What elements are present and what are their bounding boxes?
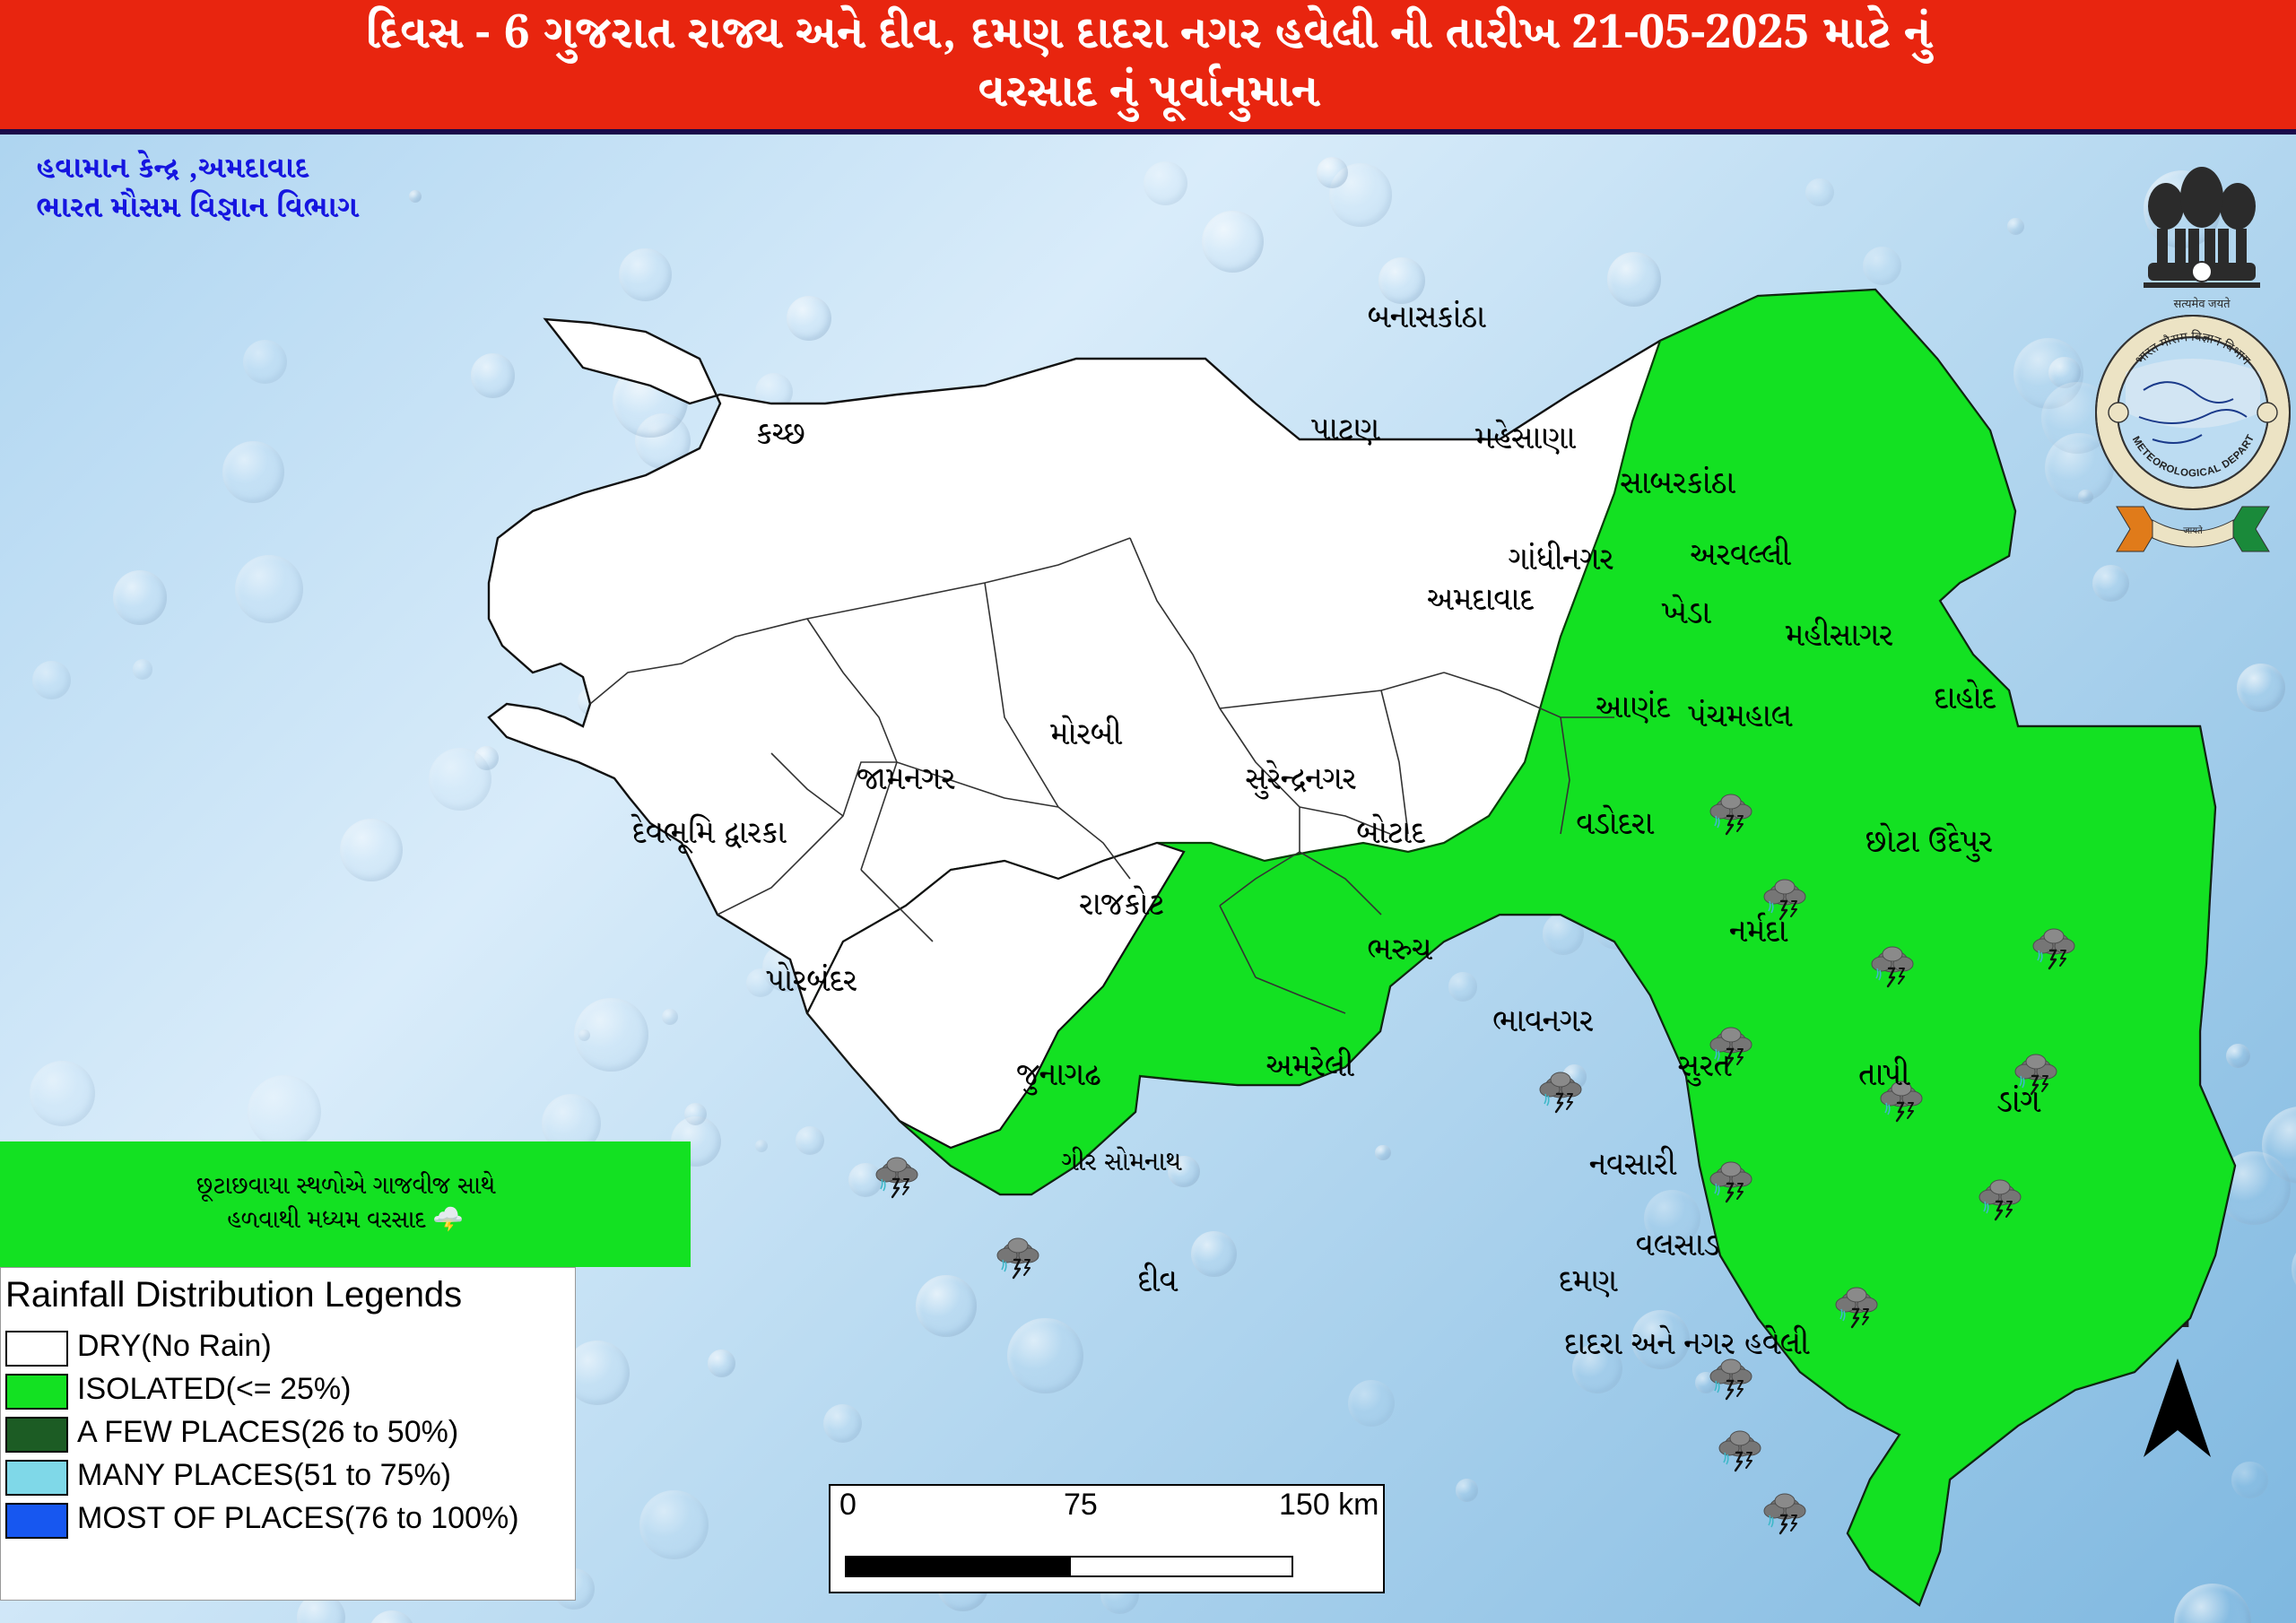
svg-text:કચ્છ: કચ્છ — [755, 412, 804, 459]
svg-text:સુરત: સુરત — [1678, 1045, 1733, 1091]
svg-text:જામનગર: જામનગર — [857, 758, 955, 804]
svg-text:બોટાદ: બોટાદ — [1356, 812, 1426, 858]
svg-text:તાપી: તાપી — [1857, 1054, 1910, 1100]
svg-text:અરવલ્લી: અરવલ્લી — [1690, 534, 1792, 580]
svg-text:વડોદરા: વડોદરા — [1576, 803, 1655, 849]
svg-text:દાહોદ: દાહોદ — [1934, 677, 1996, 724]
svg-text:રાજકોટ: રાજકોટ — [1079, 883, 1164, 930]
svg-text:નર્મદા: નર્મદા — [1729, 910, 1788, 957]
svg-text:મહેસાણા: મહેસાણા — [1474, 417, 1577, 464]
svg-text:આણંદ: આણંદ — [1596, 686, 1671, 733]
svg-text:નવસારી: નવસારી — [1589, 1143, 1677, 1190]
svg-text:બનાસકાંઠા: બનાસકાંઠા — [1367, 296, 1486, 343]
svg-text:ભરુચ: ભરુચ — [1367, 928, 1433, 975]
svg-text:દમણ: દમણ — [1558, 1260, 1618, 1306]
svg-text:ખેડા: ખેડા — [1661, 592, 1712, 638]
svg-text:જુનાગઢ: જુનાગઢ — [1016, 1054, 1100, 1100]
svg-text:વલસાડ: વલસાડ — [1635, 1224, 1718, 1271]
svg-text:દીવ: દીવ — [1137, 1260, 1178, 1306]
svg-text:પાટણ: પાટણ — [1311, 408, 1381, 455]
svg-text:મોરબી: મોરબી — [1049, 713, 1123, 759]
svg-text:ડાંગ: ડાંગ — [1996, 1081, 2041, 1127]
svg-text:દેવભૂમિ દ્વારકા: દેવભૂમિ દ્વારકા — [631, 812, 787, 858]
svg-text:ભાવનગર: ભાવનગર — [1492, 1000, 1594, 1046]
svg-text:ગાંધીનગર: ગાંધીનગર — [1508, 538, 1613, 585]
svg-text:દાદરા અને નગર હવેલી: દાદરા અને નગર હવેલી — [1564, 1323, 1811, 1369]
svg-text:પંચમહાલ: પંચમહાલ — [1688, 695, 1794, 742]
svg-text:સાબરકાંઠા: સાબરકાંઠા — [1620, 462, 1736, 508]
svg-text:સુરેન્દ્રનગર: સુરેન્દ્રનગર — [1245, 758, 1356, 804]
svg-text:અમદાવાદ: અમદાવાદ — [1427, 578, 1535, 625]
svg-text:અમરેલી: અમરેલી — [1265, 1045, 1354, 1091]
svg-text:છોટા ઉદેપુર: છોટા ઉદેપુર — [1865, 820, 1993, 867]
svg-text:પોરબંદર: પોરબંદર — [766, 959, 857, 1006]
svg-text:મહીસાગર: મહીસાગર — [1785, 614, 1893, 661]
svg-text:ગીર સોમનાથ: ગીર સોમનાથ — [1061, 1143, 1182, 1183]
